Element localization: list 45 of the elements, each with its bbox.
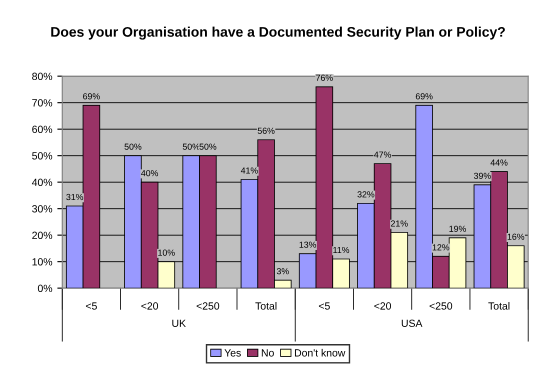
y-tick-label: 0% [38,284,52,292]
x-tick-label: Total [488,302,510,310]
data-label: 16% [508,234,524,240]
data-label: 31% [66,194,84,200]
data-label: 32% [357,191,374,198]
data-label: 50% [199,144,216,150]
y-tick-label: 60% [32,126,52,134]
y-tick-label: 40% [32,178,52,186]
data-label: 41% [240,167,258,174]
data-label: 40% [141,170,158,176]
data-label: 19% [449,226,466,232]
data-label: 44% [490,160,508,166]
data-label: 76% [316,74,333,81]
data-label: 21% [390,220,408,227]
y-tick-label: 80% [32,72,52,80]
y-tick-label: 30% [32,205,52,213]
y-tick-label: 50% [32,152,52,160]
data-label: 56% [258,128,275,134]
x-tick-label: <5 [318,302,330,310]
data-label: 50% [124,144,142,150]
y-tick-label: 70% [32,99,52,107]
data-label: 3% [276,268,289,274]
x-tick-label: <5 [86,302,97,310]
x-tick-label: <250 [196,302,220,310]
data-label: 13% [300,242,316,248]
y-tick-label: 20% [32,232,52,240]
data-label: 12% [432,244,450,250]
legend-label: No [262,349,274,357]
data-label: 10% [158,250,175,256]
data-label: 39% [474,172,491,179]
data-label: 11% [333,246,350,254]
text: USA [402,320,422,327]
legend-label: Yes [224,349,241,357]
y-tick-label: 10% [32,258,52,266]
data-label: 50% [182,144,200,150]
chart-title: Does your Organisation have a Documented Security Plan or Policy? [51,26,505,40]
x-tick-label: Total [255,302,276,310]
x-tick-label: <20 [141,302,158,310]
data-label: 69% [416,93,433,100]
data-label: 69% [83,93,100,100]
data-label: 47% [374,152,392,158]
text: UK [172,320,186,327]
legend-label: Don't know [294,348,346,357]
x-tick-label: <20 [374,302,392,310]
x-tick-label: <250 [430,302,452,310]
